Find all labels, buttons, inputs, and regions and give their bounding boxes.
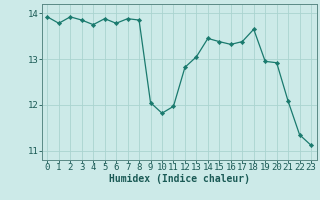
X-axis label: Humidex (Indice chaleur): Humidex (Indice chaleur) — [109, 174, 250, 184]
